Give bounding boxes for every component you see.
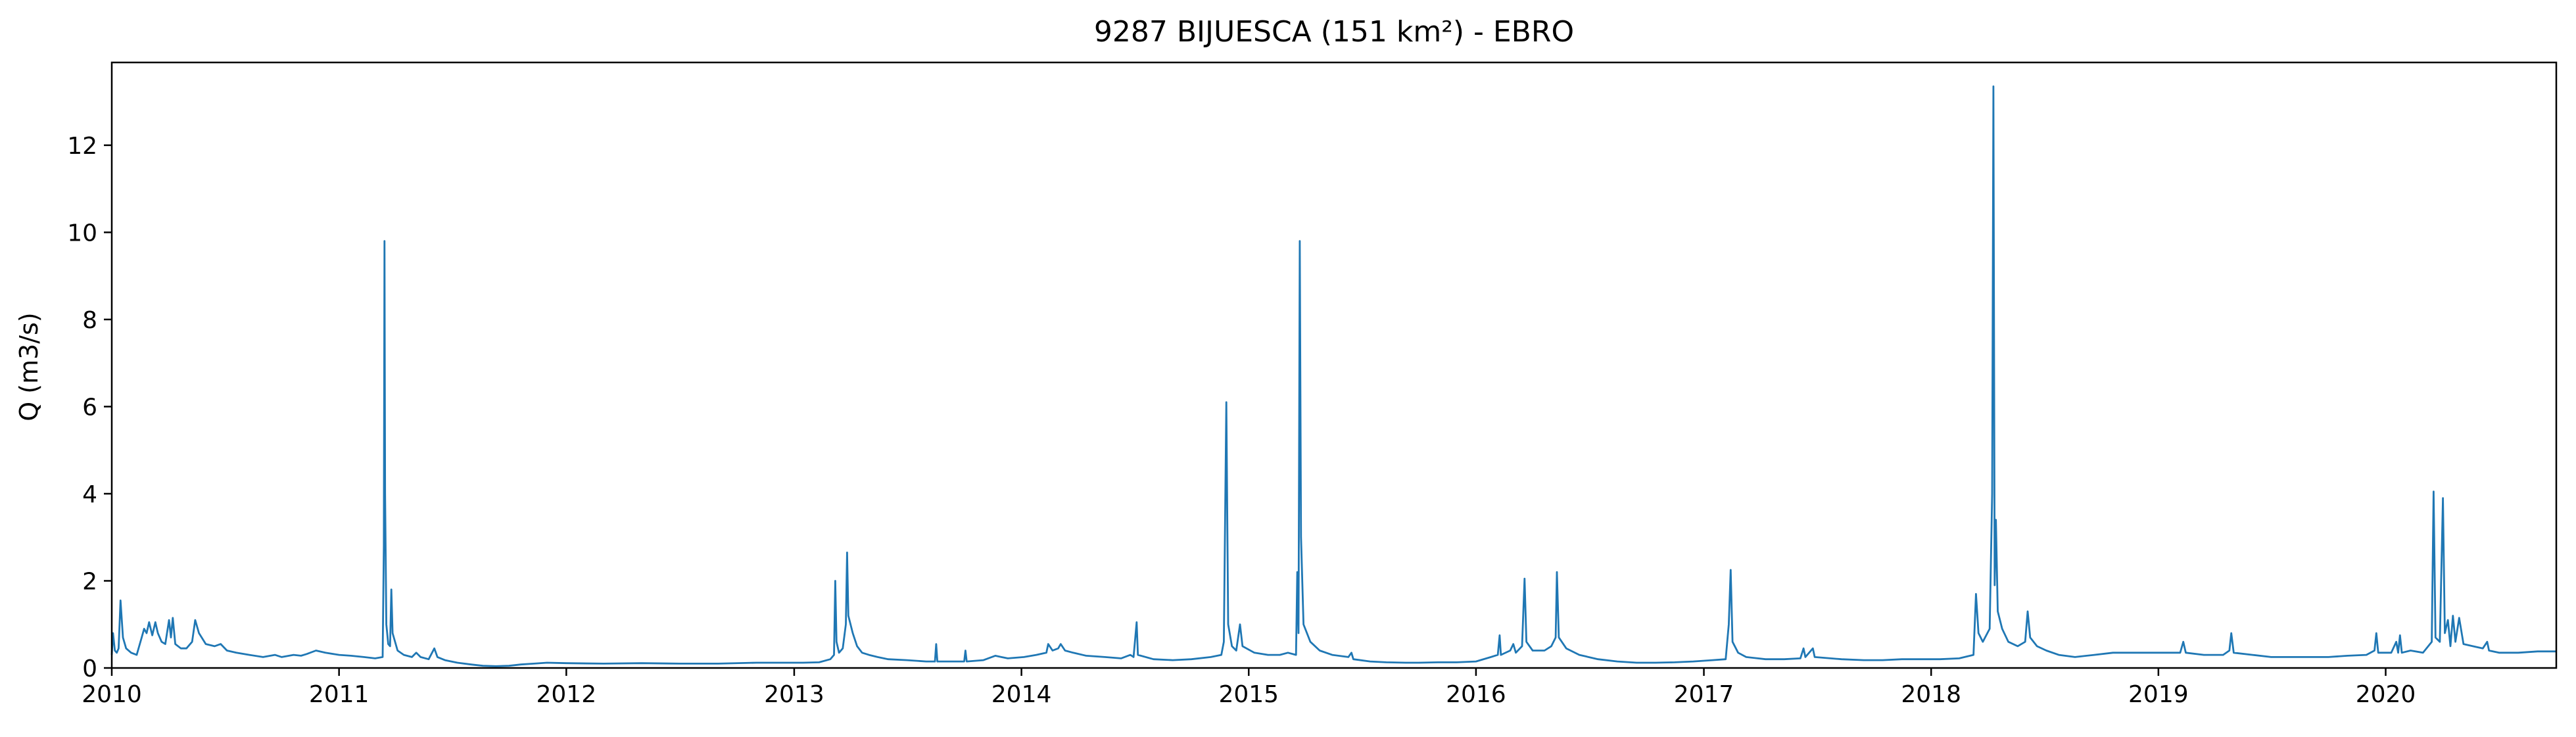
y-tick-label-2: 2	[82, 568, 97, 595]
y-axis-label: Q (m3/s)	[14, 312, 43, 421]
x-tick-label-2014: 2014	[991, 681, 1052, 708]
chart-title: 9287 BIJUESCA (151 km²) - EBRO	[1094, 15, 1574, 49]
y-tick-label-6: 6	[82, 394, 97, 421]
series-line-0	[110, 85, 2556, 667]
x-tick-label-2011: 2011	[309, 681, 370, 708]
x-tick-label-2016: 2016	[1446, 681, 1506, 708]
axes-frame	[110, 61, 2558, 669]
y-tick-label-10: 10	[67, 220, 97, 247]
y-tick-label-4: 4	[82, 481, 97, 508]
x-tick-label-2020: 2020	[2356, 681, 2416, 708]
y-tick-label-12: 12	[67, 133, 97, 160]
x-tick-label-2017: 2017	[1674, 681, 1734, 708]
plot-area: 0 2 4 6 8 10 12 2010 2011 2012 2013 2014 2015 2016 201…	[67, 85, 2556, 708]
x-tick-label-2013: 2013	[764, 681, 824, 708]
y-tick-label-0: 0	[82, 655, 97, 682]
y-tick-label-8: 8	[82, 307, 97, 334]
x-tick-label-2018: 2018	[1901, 681, 1961, 708]
x-tick-label-2015: 2015	[1218, 681, 1279, 708]
x-tick-label-2012: 2012	[537, 681, 597, 708]
x-tick-label-2010: 2010	[82, 681, 142, 708]
x-tick-label-2019: 2019	[2128, 681, 2189, 708]
